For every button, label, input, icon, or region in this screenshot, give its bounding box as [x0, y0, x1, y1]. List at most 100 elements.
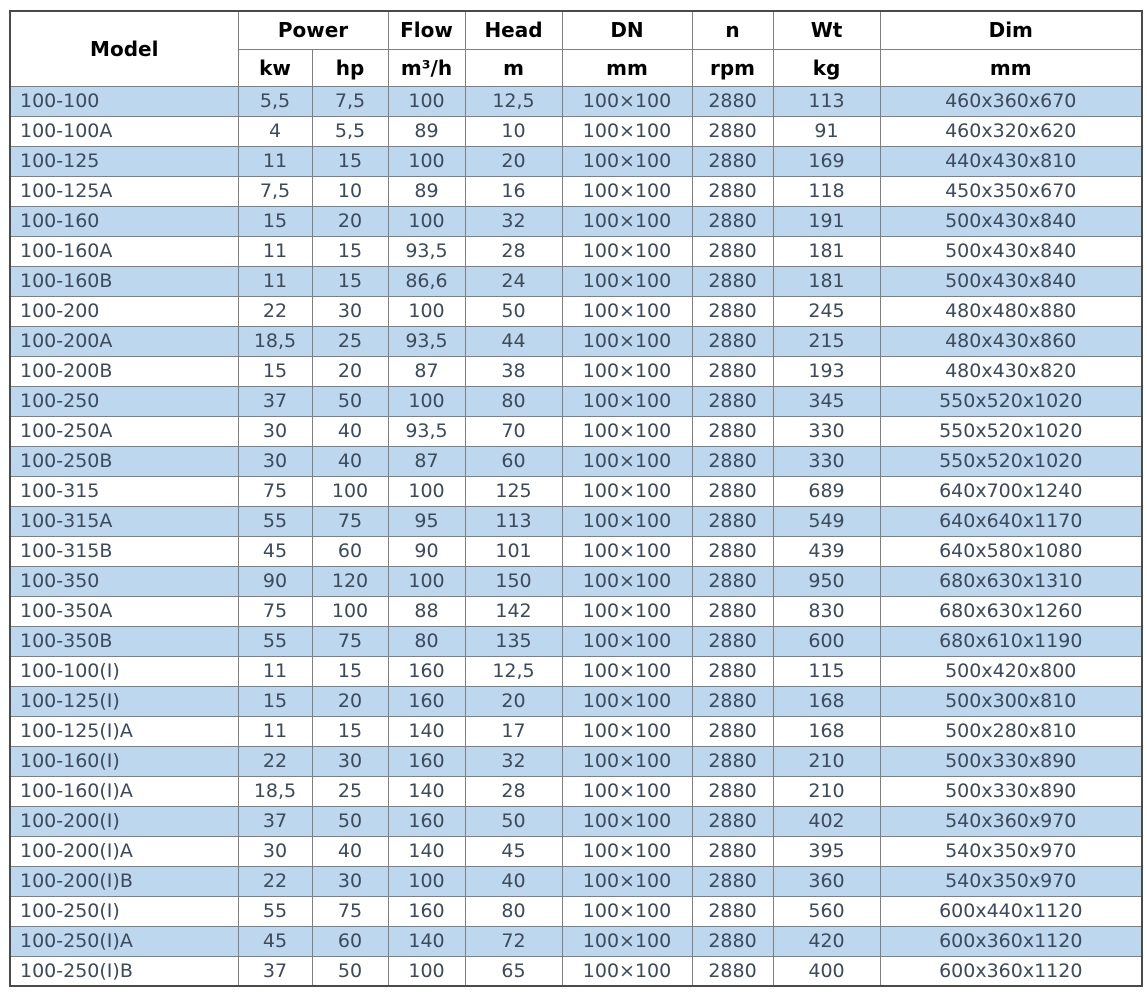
cell-rpm: 2880 [691, 295, 774, 327]
cell-model: 100-100(I) [9, 655, 239, 687]
table-row: 100-250(I)B 37 50 100 65 100×100 2880 400 600x36… [9, 955, 1143, 987]
col-unit-kw: kw [237, 48, 313, 87]
cell-model: 100-125(I) [9, 685, 239, 717]
cell-hp: 20 [311, 355, 389, 387]
cell-flow: 88 [387, 595, 466, 627]
cell-head: 50 [464, 295, 563, 327]
cell-model: 100-125 [9, 145, 239, 177]
cell-head: 20 [464, 145, 563, 177]
cell-wt: 169 [772, 145, 881, 177]
cell-head: 16 [464, 175, 563, 207]
cell-head: 70 [464, 415, 563, 447]
col-header-wt: Wt [772, 10, 881, 50]
cell-hp: 75 [311, 505, 389, 537]
cell-kw: 37 [237, 385, 313, 417]
cell-model: 100-125(I)A [9, 715, 239, 747]
cell-flow: 160 [387, 805, 466, 837]
cell-hp: 50 [311, 955, 389, 987]
cell-flow: 100 [387, 475, 466, 507]
cell-dn: 100×100 [561, 265, 693, 297]
cell-dim: 600x360x1120 [879, 955, 1143, 987]
cell-dn: 100×100 [561, 805, 693, 837]
cell-hp: 120 [311, 565, 389, 597]
cell-kw: 30 [237, 445, 313, 477]
cell-wt: 193 [772, 355, 881, 387]
table-row: 100-160B 11 15 86,6 24 100×100 2880 181 500x430x… [9, 265, 1143, 297]
cell-head: 45 [464, 835, 563, 867]
cell-wt: 330 [772, 415, 881, 447]
cell-head: 101 [464, 535, 563, 567]
cell-rpm: 2880 [691, 175, 774, 207]
cell-model: 100-160B [9, 265, 239, 297]
cell-wt: 191 [772, 205, 881, 237]
col-header-model: Model [9, 10, 239, 87]
cell-rpm: 2880 [691, 115, 774, 147]
cell-dim: 500x430x840 [879, 265, 1143, 297]
cell-model: 100-315B [9, 535, 239, 567]
cell-hp: 15 [311, 235, 389, 267]
cell-head: 44 [464, 325, 563, 357]
cell-head: 142 [464, 595, 563, 627]
cell-hp: 100 [311, 475, 389, 507]
cell-dim: 680x610x1190 [879, 625, 1143, 657]
cell-wt: 420 [772, 925, 881, 957]
cell-hp: 60 [311, 535, 389, 567]
table-row: 100-200 22 30 100 50 100×100 2880 245 480x480x88… [9, 295, 1143, 327]
cell-kw: 22 [237, 865, 313, 897]
cell-flow: 160 [387, 685, 466, 717]
cell-dim: 500x330x890 [879, 775, 1143, 807]
pump-spec-table: Model Power Flow Head DN n Wt Dim kw hp … [9, 10, 1143, 987]
col-header-power: Power [237, 10, 389, 50]
cell-kw: 30 [237, 415, 313, 447]
cell-model: 100-350A [9, 595, 239, 627]
cell-head: 72 [464, 925, 563, 957]
cell-dn: 100×100 [561, 205, 693, 237]
cell-kw: 30 [237, 835, 313, 867]
cell-rpm: 2880 [691, 265, 774, 297]
cell-model: 100-250(I)B [9, 955, 239, 987]
cell-dn: 100×100 [561, 625, 693, 657]
cell-hp: 25 [311, 325, 389, 357]
cell-head: 38 [464, 355, 563, 387]
cell-flow: 90 [387, 535, 466, 567]
cell-flow: 93,5 [387, 415, 466, 447]
cell-flow: 160 [387, 745, 466, 777]
table-row: 100-200A 18,5 25 93,5 44 100×100 2880 215 480x43… [9, 325, 1143, 357]
cell-hp: 40 [311, 835, 389, 867]
col-header-dim: Dim [879, 10, 1143, 50]
table-row: 100-250(I)A 45 60 140 72 100×100 2880 420 600x36… [9, 925, 1143, 957]
cell-dn: 100×100 [561, 925, 693, 957]
cell-kw: 37 [237, 805, 313, 837]
cell-wt: 400 [772, 955, 881, 987]
table-row: 100-250B 30 40 87 60 100×100 2880 330 550x520x10… [9, 445, 1143, 477]
cell-hp: 7,5 [311, 85, 389, 117]
col-unit-dim: mm [879, 48, 1143, 87]
cell-flow: 87 [387, 445, 466, 477]
cell-model: 100-160 [9, 205, 239, 237]
cell-flow: 160 [387, 895, 466, 927]
cell-head: 28 [464, 235, 563, 267]
cell-wt: 549 [772, 505, 881, 537]
cell-flow: 89 [387, 175, 466, 207]
cell-rpm: 2880 [691, 745, 774, 777]
cell-dn: 100×100 [561, 235, 693, 267]
col-unit-head: m [464, 48, 563, 87]
cell-head: 28 [464, 775, 563, 807]
table-row: 100-315B 45 60 90 101 100×100 2880 439 640x580x1… [9, 535, 1143, 567]
cell-head: 50 [464, 805, 563, 837]
cell-kw: 5,5 [237, 85, 313, 117]
cell-rpm: 2880 [691, 85, 774, 117]
cell-flow: 100 [387, 955, 466, 987]
cell-model: 100-250(I) [9, 895, 239, 927]
table-row: 100-250A 30 40 93,5 70 100×100 2880 330 550x520x… [9, 415, 1143, 447]
cell-rpm: 2880 [691, 955, 774, 987]
cell-kw: 11 [237, 145, 313, 177]
cell-head: 65 [464, 955, 563, 987]
cell-dim: 460x360x670 [879, 85, 1143, 117]
cell-head: 17 [464, 715, 563, 747]
cell-head: 125 [464, 475, 563, 507]
cell-head: 150 [464, 565, 563, 597]
cell-hp: 75 [311, 895, 389, 927]
cell-flow: 100 [387, 295, 466, 327]
table-row: 100-100(I) 11 15 160 12,5 100×100 2880 115 500x4… [9, 655, 1143, 687]
